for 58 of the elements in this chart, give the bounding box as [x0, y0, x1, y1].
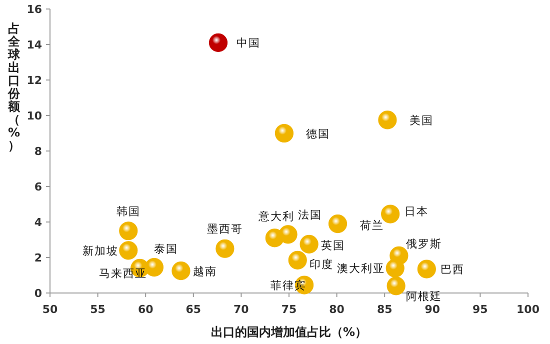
y-tick-label: 4 — [34, 216, 42, 229]
annotation: 俄罗斯 — [406, 238, 442, 251]
x-tick-label: 100 — [516, 303, 540, 316]
annotation: 印度 — [310, 258, 334, 272]
y-tick-label: 14 — [26, 38, 42, 52]
point — [378, 110, 397, 130]
y-tick-label: 16 — [26, 3, 42, 16]
point — [288, 250, 307, 270]
x-tick-label: 95 — [472, 303, 488, 316]
annotation: 意大利 — [258, 210, 295, 223]
y-tick-label: 2 — [34, 252, 42, 264]
annotation: 菲律宾 — [270, 279, 306, 292]
annotation: 韩国 — [116, 204, 140, 218]
annotation: 中国 — [236, 36, 260, 50]
annotation: 越南 — [192, 264, 217, 278]
point — [172, 262, 190, 280]
point — [328, 214, 348, 234]
x-tick-label: 90 — [424, 303, 440, 316]
annotation: 马来西亚 — [98, 267, 147, 280]
x-tick-label: 70 — [234, 303, 250, 316]
point — [274, 124, 294, 143]
annotation: 阿根廷 — [406, 290, 442, 303]
point — [386, 258, 404, 278]
point — [119, 241, 138, 260]
annotation: 墨西哥 — [206, 222, 243, 236]
annotation: 泰国 — [154, 242, 178, 256]
point — [417, 260, 436, 278]
x-tick-label: 55 — [90, 303, 106, 316]
y-tick-label: 12 — [26, 74, 42, 87]
annotation: 荷兰 — [360, 218, 384, 232]
x-tick-label: 60 — [138, 303, 154, 316]
point — [208, 33, 228, 52]
annotation: 美国 — [409, 114, 434, 127]
annotation: 澳大利亚 — [337, 262, 386, 276]
point — [216, 239, 234, 258]
point — [300, 234, 318, 254]
point — [381, 204, 400, 224]
text: 占全球出口份额（%） — [8, 22, 20, 152]
annotation: 巴西 — [440, 263, 465, 276]
annotation: 法国 — [298, 208, 322, 222]
y-tick-label: 10 — [26, 110, 42, 122]
x-tick-label: 80 — [329, 303, 345, 316]
x-tick-label: 50 — [42, 303, 58, 316]
annotation: 英国 — [321, 239, 346, 252]
x-tick-label: 75 — [281, 303, 297, 316]
point — [278, 225, 298, 244]
point — [144, 258, 164, 277]
y-tick-label: 8 — [34, 145, 42, 158]
annotation: 新加坡 — [82, 244, 118, 258]
x-tick-label: 85 — [376, 303, 392, 316]
point — [386, 276, 406, 296]
x-tick-label: 65 — [186, 303, 202, 316]
annotation: 日本 — [404, 205, 428, 218]
y-tick-label: 0 — [34, 287, 42, 300]
point — [119, 222, 138, 240]
y-tick-label: 6 — [34, 180, 42, 194]
annotation: 德国 — [306, 127, 330, 140]
x-axis-title: 出口的国内增加值占比（%） — [210, 325, 368, 339]
